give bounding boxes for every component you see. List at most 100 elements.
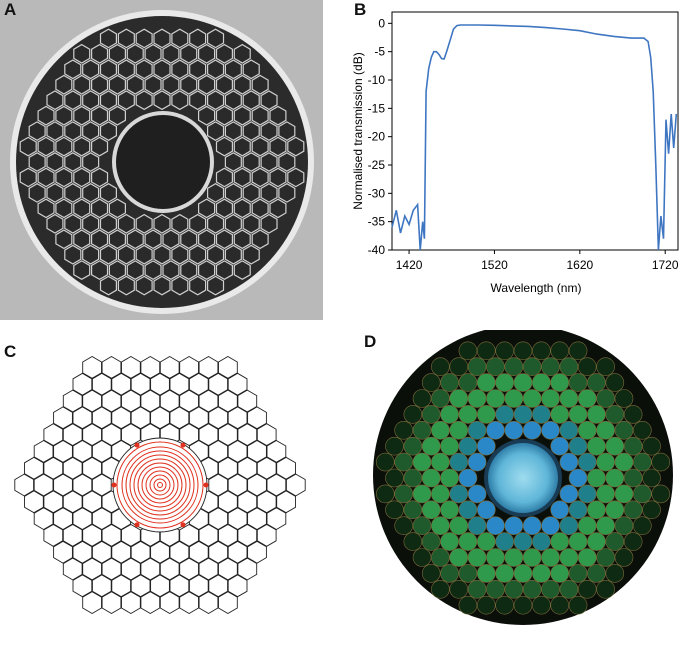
cladding-cell (215, 198, 233, 219)
hexagonal-lattice (14, 355, 306, 615)
lattice-cell (130, 406, 151, 430)
lit-cladding-cell (495, 405, 514, 424)
lattice-cell (82, 423, 102, 447)
cladding-cell (117, 90, 135, 111)
cladding-cell (278, 121, 296, 141)
cladding-cell (99, 213, 118, 234)
lattice-cell (256, 523, 277, 547)
lattice-cell (150, 540, 170, 564)
lit-cladding-cell (541, 516, 560, 535)
cladding-cell (260, 213, 278, 234)
cladding-cell (135, 28, 153, 49)
cladding-cell (144, 74, 162, 95)
lattice-cell (140, 557, 161, 581)
lattice-cell (53, 473, 73, 497)
lit-cladding-cell (458, 373, 478, 392)
lit-cladding-cell (504, 548, 524, 567)
cladding-cell (64, 244, 82, 265)
cladding-cell (162, 260, 180, 280)
lit-cladding-cell (568, 405, 588, 424)
lattice-cell (237, 389, 258, 413)
lattice-cell (140, 389, 161, 413)
lit-cladding-cell (394, 421, 413, 440)
lit-cladding-cell (504, 579, 524, 599)
y-tick-label: -40 (368, 243, 386, 257)
cladding-cell (242, 152, 260, 172)
lattice-cell (82, 557, 102, 581)
lit-cladding-cell (559, 548, 579, 567)
lit-cladding-cell (412, 452, 432, 472)
lattice-cell (218, 557, 238, 581)
cladding-cell (215, 105, 233, 126)
cladding-cell (82, 152, 100, 172)
lit-cladding-cell (522, 389, 542, 408)
lit-cladding-cell (449, 421, 469, 440)
cladding-cell (55, 229, 73, 250)
lit-cladding-cell (440, 436, 459, 456)
lit-cladding-cell (541, 421, 560, 440)
lit-cladding-cell (568, 564, 588, 583)
lattice-cell (33, 473, 54, 497)
lit-cladding-cell (559, 516, 579, 535)
lit-cladding-cell (587, 532, 606, 551)
lattice-cell (62, 389, 83, 413)
cladding-cell (90, 105, 109, 126)
lit-cladding-cell (431, 389, 450, 408)
optical-micrograph-panel: D (340, 325, 682, 640)
transmission-series-line (391, 24, 678, 251)
lattice-cell (227, 540, 248, 564)
lit-cladding-cell (522, 516, 542, 535)
cladding-cells (19, 28, 305, 296)
field-contour (141, 466, 179, 504)
lit-cladding-cell (412, 421, 432, 440)
lattice-cell (62, 456, 83, 480)
cladding-cell (117, 275, 135, 296)
lit-cladding-cell (605, 405, 625, 424)
lit-cladding-cell (577, 452, 597, 472)
cladding-cell (242, 183, 260, 203)
transmission-chart-panel: B 0 -5 -10 -15 -20 -25 -30 -35 -40 1420 1520 1620 1… (340, 0, 682, 320)
lattice-cell (188, 372, 209, 396)
cladding-cell (117, 244, 135, 265)
y-tick-label: -30 (368, 186, 386, 200)
lattice-cell (227, 574, 248, 598)
lattice-cell (266, 507, 287, 531)
lit-cladding-cell (568, 468, 588, 488)
lit-cladding-cell (532, 373, 551, 392)
lattice-cell (111, 540, 132, 564)
lattice-cell (198, 591, 219, 615)
contour-node (134, 442, 140, 448)
cladding-cell (207, 275, 225, 296)
lit-cladding-cell (449, 357, 469, 377)
lit-cladding-cell (623, 532, 643, 551)
cladding-cell (162, 229, 180, 250)
lattice-cell (62, 423, 83, 447)
cladding-cell (171, 275, 189, 296)
lattice-cell (91, 372, 112, 396)
cladding-cell (135, 275, 153, 296)
cladding-cell (207, 121, 225, 141)
lattice-cell (227, 372, 248, 396)
lattice-cell (179, 523, 199, 547)
lit-cladding-cell (532, 405, 551, 424)
lattice-cell (91, 406, 112, 430)
lit-cladding-cell (421, 468, 441, 488)
lit-cladding-cell (568, 532, 588, 551)
cladding-cell (224, 121, 242, 141)
lattice-cell (188, 574, 209, 598)
field-contour (153, 478, 167, 492)
lit-cladding-cell (522, 357, 542, 377)
lit-cladding-cell (541, 548, 560, 567)
lit-cladding-cell (504, 516, 524, 535)
lit-cladding-cell (467, 548, 487, 567)
lattice-cell (218, 389, 238, 413)
lit-cladding-cell (486, 421, 505, 440)
lit-cladding-cell (568, 500, 588, 520)
field-contour (137, 462, 183, 508)
cladding-cell (82, 90, 100, 111)
field-contour (145, 470, 175, 500)
cladding-cell (233, 198, 251, 219)
lattice-cell (72, 372, 93, 396)
lattice-cell (82, 591, 102, 615)
cladding-cell (189, 213, 207, 234)
